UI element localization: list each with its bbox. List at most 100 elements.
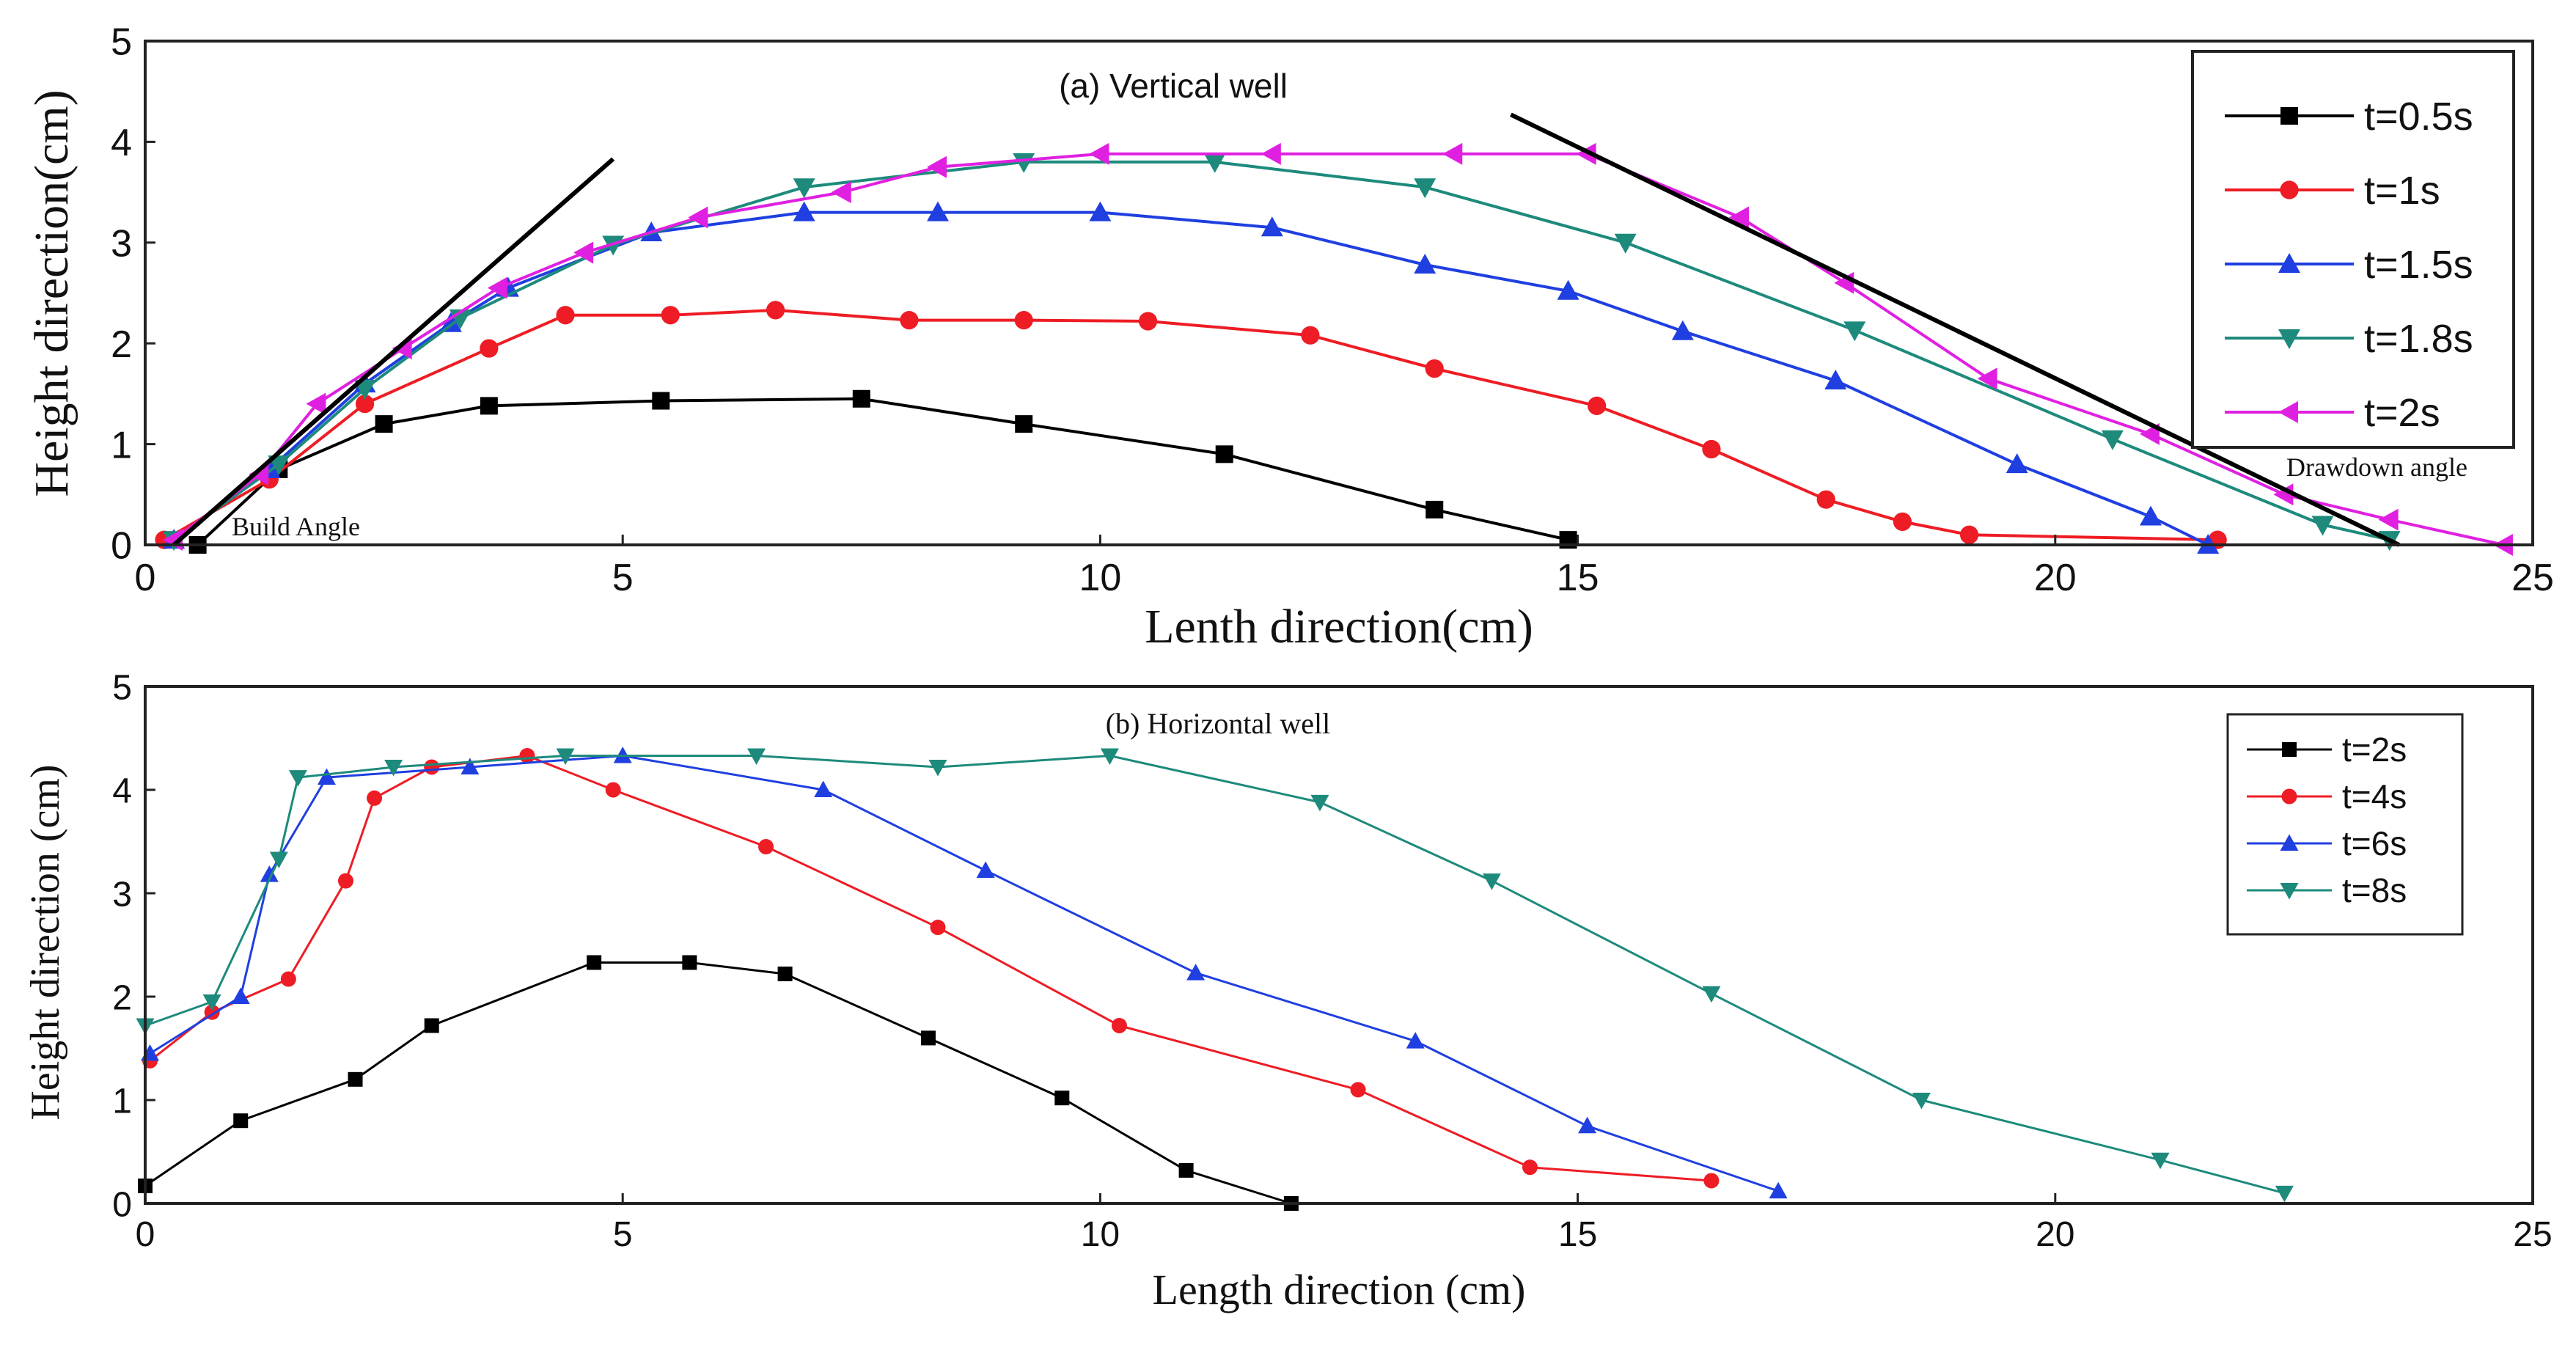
data-point bbox=[2378, 508, 2399, 531]
y-tick-label: 2 bbox=[111, 323, 132, 366]
data-point bbox=[758, 839, 774, 855]
data-point bbox=[1013, 153, 1035, 173]
y-tick-label: 4 bbox=[112, 772, 132, 810]
legend-marker bbox=[2280, 883, 2299, 900]
data-point bbox=[1414, 178, 1436, 199]
data-point bbox=[1089, 201, 1112, 221]
data-point bbox=[1843, 321, 1866, 342]
plot-frame bbox=[144, 40, 2534, 546]
data-point bbox=[338, 873, 354, 889]
x-tick-label: 10 bbox=[1079, 557, 1121, 599]
data-point bbox=[1769, 1181, 1788, 1199]
data-point bbox=[1893, 512, 1912, 531]
series-t-4s bbox=[142, 747, 1720, 1189]
data-point bbox=[573, 241, 594, 264]
data-point bbox=[1959, 525, 1979, 544]
data-point bbox=[556, 748, 575, 765]
data-point bbox=[661, 306, 680, 325]
data-point bbox=[1425, 500, 1444, 518]
legend-item: t=1.5s bbox=[2225, 243, 2473, 287]
data-point bbox=[1482, 873, 1501, 890]
annotation-drawdown-angle: Drawdown angle bbox=[2286, 452, 2467, 482]
data-point bbox=[831, 181, 851, 204]
legend: t=2s t=4s t=6s t=8s bbox=[2226, 713, 2464, 936]
data-point bbox=[976, 861, 995, 878]
data-point bbox=[793, 201, 815, 221]
data-point bbox=[1111, 1017, 1127, 1033]
y-tick-label: 0 bbox=[112, 1185, 132, 1224]
data-point bbox=[355, 395, 375, 414]
legend-label: t=4s bbox=[2342, 777, 2407, 816]
data-point bbox=[814, 780, 833, 797]
data-point bbox=[353, 380, 376, 400]
series-t-6s bbox=[141, 746, 1788, 1199]
legend: t=0.5s t=1s t=1.5s t=1.8s t=2s bbox=[2191, 50, 2515, 449]
data-point bbox=[2101, 430, 2124, 450]
annotation-build-angle: Build Angle bbox=[232, 512, 360, 541]
data-point bbox=[424, 1018, 439, 1033]
data-point bbox=[202, 994, 221, 1011]
data-point bbox=[260, 865, 279, 882]
data-point bbox=[1203, 153, 1226, 173]
data-point bbox=[1824, 370, 1847, 390]
legend-marker bbox=[2278, 401, 2298, 423]
tangent-line bbox=[1510, 112, 2400, 547]
legend-label: t=1.8s bbox=[2364, 317, 2473, 361]
y-tick-label: 3 bbox=[111, 223, 132, 265]
y-tick-label: 1 bbox=[112, 1082, 132, 1121]
data-point bbox=[233, 1113, 249, 1129]
data-point bbox=[852, 389, 870, 408]
chart-vertical-well: 0 5 10 15 20 25 0 1 2 3 4 5 (a) Vertical well Lent… bbox=[25, 21, 2554, 653]
data-point bbox=[231, 987, 250, 1004]
data-point bbox=[920, 1030, 936, 1046]
data-point bbox=[652, 392, 670, 410]
data-point bbox=[384, 759, 403, 777]
x-tick-label: 25 bbox=[2513, 1215, 2552, 1254]
data-point bbox=[306, 392, 326, 415]
data-point bbox=[1703, 1173, 1720, 1189]
data-point bbox=[1178, 1162, 1194, 1178]
legend-item: t=2s bbox=[2247, 730, 2407, 769]
x-tick-label: 5 bbox=[612, 557, 634, 599]
x-tick-label: 0 bbox=[135, 557, 156, 599]
data-point bbox=[1702, 986, 1721, 1003]
data-point bbox=[1014, 310, 1033, 330]
x-tick-label: 20 bbox=[2034, 557, 2077, 599]
data-point bbox=[1100, 748, 1119, 765]
legend-label: t=1.5s bbox=[2364, 243, 2473, 287]
data-point bbox=[688, 206, 708, 229]
data-point bbox=[1442, 142, 1463, 165]
data-point bbox=[1310, 794, 1329, 812]
plot-frame bbox=[144, 685, 2534, 1205]
data-point bbox=[900, 310, 919, 330]
data-point bbox=[2006, 453, 2028, 474]
x-tick-label: 5 bbox=[613, 1215, 633, 1254]
y-tick-label: 1 bbox=[111, 424, 132, 466]
data-point bbox=[1186, 964, 1206, 981]
y-axis-label: Height direction(cm) bbox=[25, 89, 78, 496]
data-point bbox=[1614, 233, 1637, 254]
data-point bbox=[280, 971, 296, 987]
data-point bbox=[2151, 1152, 2170, 1170]
data-point bbox=[439, 312, 462, 332]
data-point bbox=[1578, 1116, 1597, 1134]
chart-title: (b) Horizontal well bbox=[1106, 707, 1331, 740]
data-point bbox=[1301, 326, 1320, 345]
data-point bbox=[1522, 1159, 1538, 1176]
data-point bbox=[1425, 359, 1444, 378]
data-point bbox=[460, 758, 480, 774]
y-tick-label: 4 bbox=[111, 122, 132, 164]
legend-label: t=0.5s bbox=[2364, 95, 2473, 139]
x-tick-label: 15 bbox=[1558, 1215, 1597, 1254]
x-axis-label: Length direction (cm) bbox=[1153, 1266, 1526, 1313]
data-point bbox=[487, 276, 507, 299]
data-point bbox=[928, 759, 947, 777]
data-point bbox=[587, 955, 602, 970]
data-point bbox=[317, 768, 336, 785]
data-point bbox=[793, 178, 815, 199]
data-point bbox=[1350, 1082, 1366, 1098]
data-point bbox=[777, 966, 793, 981]
x-tick-label: 0 bbox=[136, 1215, 155, 1254]
chart-horizontal-well: 0 5 10 15 20 25 0 1 2 3 4 5 (b) Horizontal well Le… bbox=[23, 668, 2553, 1313]
data-point bbox=[556, 306, 575, 325]
